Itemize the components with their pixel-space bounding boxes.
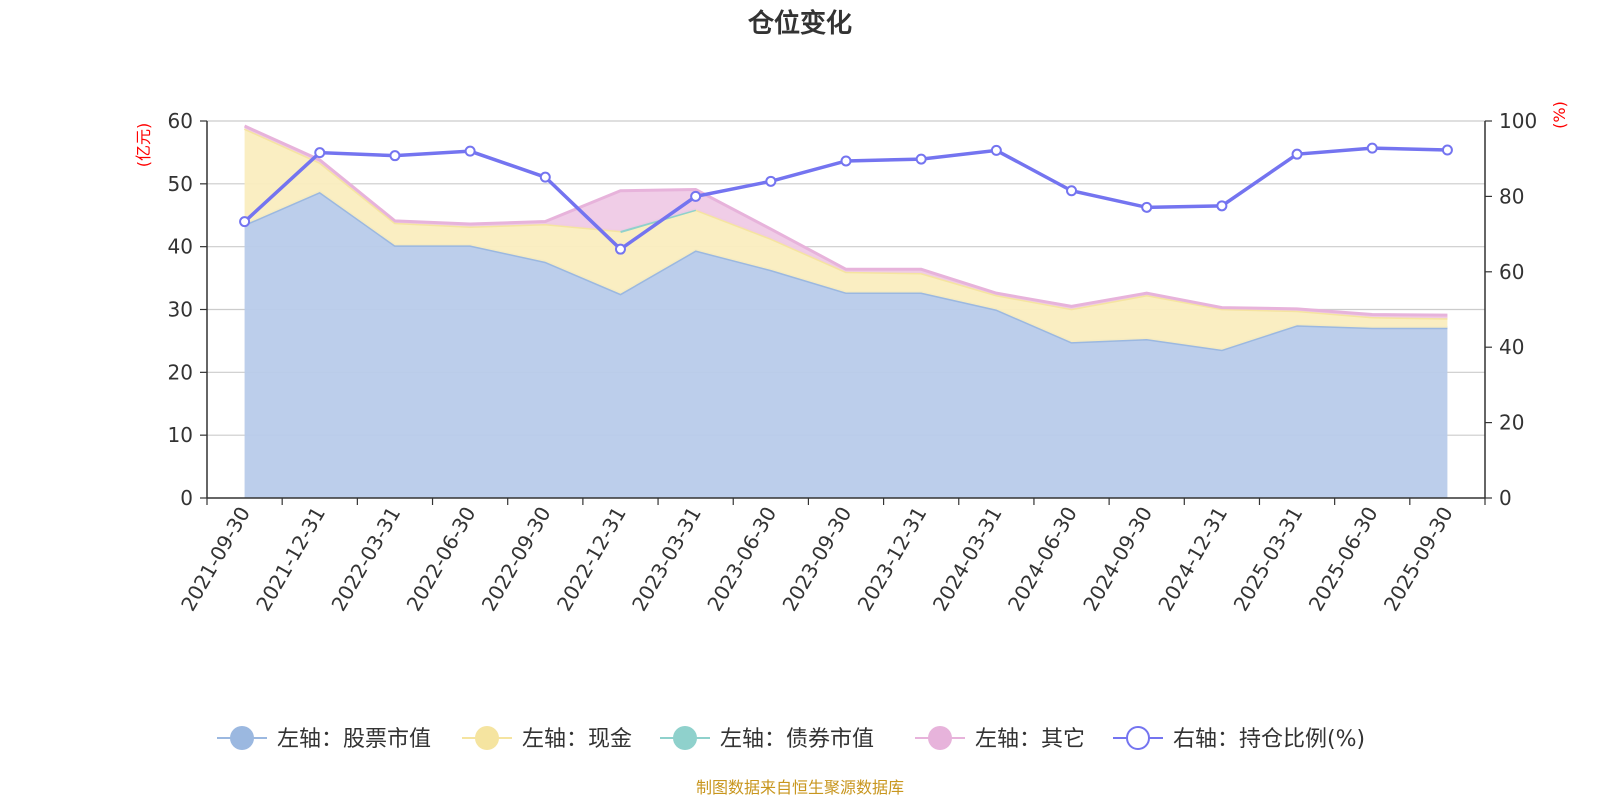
x-axis-tick-label: 2022-06-30 [402,503,481,616]
data-source-note: 制图数据来自恒生聚源数据库 [696,778,904,797]
x-axis-tick-label: 2023-06-30 [702,503,781,616]
legend-marker [673,726,697,750]
legend[interactable]: 左轴：股票市值 左轴：现金 左轴：债券市值 左轴：其它 右轴：持仓比例(%) [217,726,1365,752]
right-axis-tick-label: 20 [1499,411,1524,435]
x-axis-tick-label: 2025-03-31 [1228,503,1307,616]
x-axis-tick-label: 2021-09-30 [176,503,255,616]
left-axis-tick-label: 50 [168,172,193,196]
x-axis-tick-label: 2025-09-30 [1379,503,1458,616]
holding-ratio-point-4-8 [840,155,852,167]
legend-item-3[interactable]: 左轴：其它 [915,726,1085,752]
holding-ratio-point-4-9 [915,153,927,165]
area-edge-3 [243,124,1448,317]
holding-ratio-point-4-14 [1291,148,1303,160]
holding-ratio-point-4-12 [1141,201,1153,213]
x-axis-tick-label: 2024-12-31 [1153,503,1232,616]
x-axis-tick-label: 2024-06-30 [1003,503,1082,616]
holding-ratio-point-4-6 [690,190,702,202]
holding-ratio-point-4-10 [990,144,1002,156]
left-axis-tick-label: 40 [168,235,193,259]
area-1 [244,128,1448,350]
right-axis-tick-label: 100 [1499,109,1537,133]
legend-label: 左轴：现金 [522,727,632,752]
holding-ratio-point-4-11 [1066,185,1078,197]
x-axis-tick-label: 2022-03-31 [326,503,405,616]
line-series [239,142,1453,255]
legend-marker [928,726,952,750]
area-series [243,124,1448,499]
legend-item-0[interactable]: 左轴：股票市值 [217,726,431,752]
holding-ratio-point-4-7 [765,175,777,187]
legend-item-4[interactable]: 右轴：持仓比例(%) [1113,726,1365,752]
left-axis-tick-label: 60 [168,109,193,133]
x-axis-tick-label: 2023-03-31 [627,503,706,616]
x-axis-tick-label: 2022-09-30 [477,503,556,616]
x-axis-tick-label: 2021-12-31 [251,503,330,616]
legend-label: 左轴：其它 [975,727,1085,752]
right-axis-tick-label: 0 [1499,486,1512,510]
legend-marker [230,726,254,750]
x-axis-tick-label: 2025-06-30 [1304,503,1383,616]
right-axis-unit: (%) [1550,101,1569,129]
x-axis-tick-label: 2024-09-30 [1078,503,1157,616]
legend-label: 右轴：持仓比例(%) [1173,727,1365,752]
holding-ratio-point-4-16 [1441,144,1453,156]
right-axis-tick-label: 80 [1499,184,1524,208]
holding-ratio-point-4-3 [464,145,476,157]
x-axis-tick-label: 2022-12-31 [552,503,631,616]
holding-ratio-point-4-4 [539,171,551,183]
left-axis-tick-label: 20 [168,360,193,384]
left-axis-tick-label: 30 [168,298,193,322]
legend-item-1[interactable]: 左轴：现金 [462,726,632,752]
x-axis-tick-label: 2023-09-30 [777,503,856,616]
left-axis-tick-label: 0 [180,486,193,510]
legend-marker [1126,726,1150,750]
legend-label: 左轴：债券市值 [720,727,874,752]
chart-title: 仓位变化 [747,8,852,39]
area-0 [244,192,1448,499]
holding-ratio-point-4-2 [389,150,401,162]
holding-ratio-point-4-1 [314,147,326,159]
holding-ratio-point-4-13 [1216,200,1228,212]
left-axis-tick-label: 10 [168,423,193,447]
holding-ratio-point-4-0 [239,216,251,228]
bond-value-segment [620,208,697,234]
legend-item-2[interactable]: 左轴：债券市值 [660,726,874,752]
left-axis-unit: (亿元) [134,123,153,168]
legend-label: 左轴：股票市值 [277,727,431,752]
x-axis-tick-label: 2024-03-31 [928,503,1007,616]
legend-marker [475,726,499,750]
holding-ratio-point-4-5 [614,243,626,255]
holding-ratio-point-4-15 [1366,142,1378,154]
x-axis-tick-label: 2023-12-31 [853,503,932,616]
right-axis-tick-label: 40 [1499,335,1524,359]
right-axis-tick-label: 60 [1499,260,1524,284]
